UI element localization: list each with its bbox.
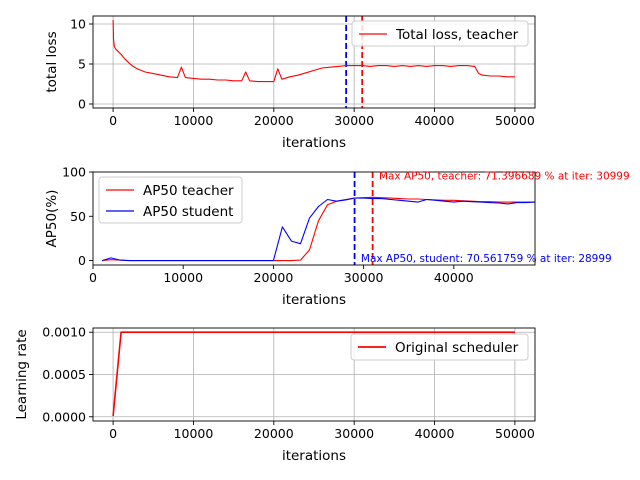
x-tick-label-3: 30000 — [334, 426, 374, 441]
legend-box — [98, 176, 243, 224]
annotation-max-ap50-student: Max AP50, student: 70.561759 % at iter: … — [361, 253, 612, 265]
y-axis-ticks: 0 50 100 — [62, 165, 93, 268]
y-tick-label-0: 0 — [78, 253, 86, 268]
plot-frame — [92, 15, 536, 109]
y-tick-label-2: 10 — [70, 17, 86, 32]
legend-label-original-scheduler: Original scheduler — [395, 340, 519, 356]
x-tick-label-4: 40000 — [415, 426, 455, 441]
x-axis-label: iterations — [282, 448, 346, 464]
max-iteration-markers — [353, 172, 374, 265]
x-tick-label-4: 40000 — [434, 270, 474, 285]
x-tick-label-0: 0 — [109, 426, 117, 441]
legend-label-total-loss-teacher: Total loss, teacher — [395, 27, 519, 43]
y-axis-ticks: 0.0000 0.0005 0.0010 — [42, 325, 93, 424]
legend: Total loss, teacher — [351, 20, 529, 47]
y-tick-label-2: 100 — [62, 165, 86, 180]
legend-label-ap50-teacher: AP50 teacher — [143, 183, 234, 199]
annotation-max-ap50-teacher: Max AP50, teacher: 71.396689 % at iter: … — [379, 171, 630, 183]
y-tick-label-0: 0 — [78, 97, 86, 112]
y-tick-label-1: 0.0005 — [42, 367, 86, 382]
x-axis-ticks: 0 10000 20000 30000 40000 50000 — [109, 108, 535, 128]
x-tick-label-4: 40000 — [415, 113, 455, 128]
x-tick-label-0: 0 — [89, 270, 97, 285]
legend-box — [351, 20, 529, 47]
x-tick-label-5: 50000 — [495, 113, 535, 128]
x-tick-label-2: 20000 — [254, 270, 294, 285]
y-axis-label: Learning rate — [14, 329, 30, 419]
learning-rate-panel: 0 10000 20000 30000 40000 50000 0.00000.00050… — [14, 325, 536, 464]
x-tick-label-0: 0 — [109, 113, 117, 128]
y-axis-label: total loss — [44, 31, 60, 92]
total-loss-panel: 0 10000 20000 30000 40000 50000 0 5 10 iteratio… — [44, 15, 536, 151]
x-axis-label: iterations — [282, 292, 346, 308]
x-tick-label-3: 30000 — [344, 270, 384, 285]
x-tick-label-1: 10000 — [163, 270, 203, 285]
x-tick-label-1: 10000 — [174, 113, 214, 128]
legend-box — [350, 333, 529, 361]
y-tick-label-1: 50 — [70, 209, 86, 224]
x-axis-label: iterations — [282, 135, 346, 151]
legend-label-ap50-student: AP50 student — [143, 204, 233, 220]
legend: AP50 teacher AP50 student — [98, 176, 243, 224]
series-line-0 — [112, 331, 515, 416]
series-line-0 — [112, 19, 515, 83]
series-lines — [101, 196, 535, 262]
x-tick-label-2: 20000 — [254, 113, 294, 128]
series-lines — [112, 19, 515, 83]
max-iteration-markers — [345, 16, 364, 108]
x-tick-label-1: 10000 — [174, 426, 214, 441]
y-tick-label-1: 5 — [78, 57, 86, 72]
legend: Original scheduler — [350, 333, 529, 361]
plot-frame — [92, 171, 536, 266]
x-axis-ticks: 0 10000 20000 30000 40000 — [89, 265, 474, 285]
series-lines — [112, 331, 515, 416]
y-axis-ticks: 0 5 10 — [70, 17, 93, 112]
series-line-1 — [101, 197, 535, 262]
x-tick-label-2: 20000 — [254, 426, 294, 441]
x-tick-label-5: 50000 — [495, 426, 535, 441]
y-tick-label-2: 0.0010 — [42, 325, 86, 340]
x-axis-ticks: 0 10000 20000 30000 40000 50000 — [109, 421, 535, 441]
y-tick-label-0: 0.0000 — [42, 409, 86, 424]
x-tick-label-3: 30000 — [334, 113, 374, 128]
y-axis-label: AP50(%) — [44, 190, 60, 248]
